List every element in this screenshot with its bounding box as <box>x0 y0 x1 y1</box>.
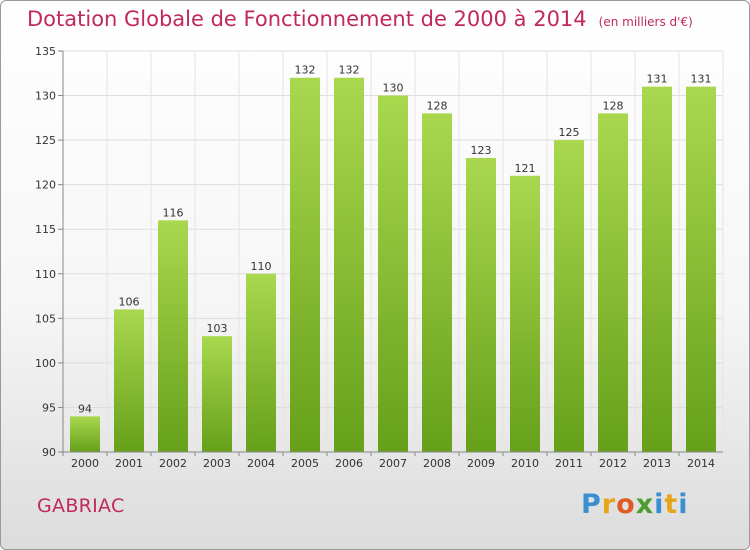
data-label: 132 <box>295 64 316 77</box>
bar <box>510 175 540 452</box>
data-label: 123 <box>471 144 492 157</box>
chart-subtitle: (en milliers d'€) <box>598 15 693 29</box>
logo-letter: o <box>616 489 636 520</box>
logo-letter: x <box>635 489 655 520</box>
x-tick-label: 2010 <box>511 457 539 470</box>
bars <box>70 77 716 453</box>
data-label: 103 <box>207 322 228 335</box>
bar <box>598 113 628 452</box>
y-tick-label: 110 <box>35 268 56 281</box>
logo-letter: i <box>654 489 665 520</box>
commune-name: GABRIAC <box>37 495 125 517</box>
y-tick-label: 130 <box>35 90 56 103</box>
y-tick-label: 100 <box>35 357 56 370</box>
y-tick-label: 135 <box>35 45 56 58</box>
x-tick-label: 2013 <box>643 457 671 470</box>
chart-title: Dotation Globale de Fonctionnement de 20… <box>27 7 587 31</box>
x-tick-label: 2009 <box>467 457 495 470</box>
bar <box>642 86 672 453</box>
bar <box>422 113 452 452</box>
data-label: 94 <box>78 402 92 415</box>
bar <box>466 157 496 452</box>
proxiti-logo: Proxiti <box>581 489 689 520</box>
data-label: 110 <box>251 260 272 273</box>
data-label: 125 <box>559 126 580 139</box>
bar <box>202 336 232 452</box>
x-tick-label: 2002 <box>159 457 187 470</box>
data-label: 128 <box>427 99 448 112</box>
data-label: 131 <box>647 73 668 86</box>
title-row: Dotation Globale de Fonctionnement de 20… <box>27 7 693 31</box>
y-tick-label: 95 <box>42 401 56 414</box>
logo-letter: i <box>678 489 689 520</box>
x-tick-label: 2003 <box>203 457 231 470</box>
y-tick-label: 105 <box>35 312 56 325</box>
data-label: 106 <box>119 295 140 308</box>
x-tick-label: 2006 <box>335 457 363 470</box>
logo-letter: r <box>601 489 617 520</box>
bar <box>158 220 188 452</box>
x-tick-label: 2012 <box>599 457 627 470</box>
axes: 90 95 100 105 110 115 120 125 130 135 2000 2001 2002… <box>35 45 723 470</box>
x-tick-label: 2007 <box>379 457 407 470</box>
bar <box>378 95 408 453</box>
bar <box>70 416 100 452</box>
y-tick-label: 125 <box>35 134 56 147</box>
data-label: 116 <box>163 206 184 219</box>
data-label: 128 <box>603 99 624 112</box>
bar <box>290 77 320 452</box>
bar <box>554 140 584 452</box>
x-tick-label: 2001 <box>115 457 143 470</box>
data-label: 132 <box>339 64 360 77</box>
data-labels: 94 106 116 103 110 132 132 130 128 123 121 125 128 13… <box>78 64 712 416</box>
x-tick-label: 2005 <box>291 457 319 470</box>
data-label: 121 <box>515 162 536 175</box>
x-tick-label: 2011 <box>555 457 583 470</box>
bar <box>686 86 716 453</box>
y-tick-label: 120 <box>35 179 56 192</box>
bar <box>114 309 144 452</box>
bar <box>334 77 364 452</box>
data-label: 131 <box>691 73 712 86</box>
x-tick-label: 2008 <box>423 457 451 470</box>
x-tick-label: 2000 <box>71 457 99 470</box>
logo-letter: P <box>581 489 602 520</box>
x-tick-label: 2004 <box>247 457 275 470</box>
bar <box>246 273 276 452</box>
x-tick-label: 2014 <box>687 457 715 470</box>
y-tick-label: 90 <box>42 446 56 459</box>
data-label: 130 <box>383 82 404 95</box>
logo-letter: t <box>664 489 679 520</box>
y-tick-label: 115 <box>35 223 56 236</box>
